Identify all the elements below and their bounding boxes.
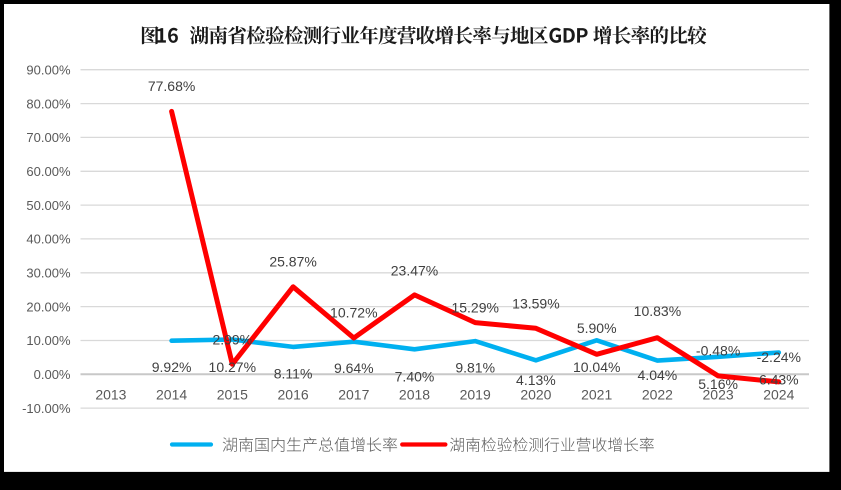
svg-text:2015: 2015 bbox=[217, 387, 248, 403]
svg-text:7.40%: 7.40% bbox=[395, 369, 435, 385]
svg-text:9.64%: 9.64% bbox=[334, 360, 374, 376]
svg-text:10.27%: 10.27% bbox=[209, 359, 256, 375]
svg-text:30.00%: 30.00% bbox=[26, 266, 71, 281]
svg-text:2020: 2020 bbox=[520, 387, 551, 403]
svg-text:10.72%: 10.72% bbox=[330, 305, 377, 321]
svg-text:5.16%: 5.16% bbox=[698, 376, 738, 392]
svg-text:0.00%: 0.00% bbox=[34, 367, 71, 382]
svg-text:2016: 2016 bbox=[278, 387, 309, 403]
svg-text:10.00%: 10.00% bbox=[26, 333, 71, 348]
svg-text:60.00%: 60.00% bbox=[26, 164, 71, 179]
svg-text:90.00%: 90.00% bbox=[26, 62, 71, 77]
svg-text:40.00%: 40.00% bbox=[26, 232, 71, 247]
svg-text:9.92%: 9.92% bbox=[152, 359, 192, 375]
svg-text:77.68%: 77.68% bbox=[148, 78, 195, 94]
svg-text:10.83%: 10.83% bbox=[634, 303, 681, 319]
svg-text:50.00%: 50.00% bbox=[26, 198, 71, 213]
svg-text:2022: 2022 bbox=[642, 387, 673, 403]
svg-text:-2.24%: -2.24% bbox=[757, 349, 801, 365]
svg-text:70.00%: 70.00% bbox=[26, 130, 71, 145]
svg-text:2.99%: 2.99% bbox=[212, 331, 252, 347]
svg-text:2014: 2014 bbox=[156, 387, 187, 403]
svg-text:8.11%: 8.11% bbox=[274, 365, 313, 381]
svg-text:25.87%: 25.87% bbox=[269, 254, 316, 270]
svg-text:4.04%: 4.04% bbox=[638, 367, 678, 383]
svg-text:2021: 2021 bbox=[581, 387, 612, 403]
svg-text:2019: 2019 bbox=[460, 387, 491, 403]
svg-text:-10.00%: -10.00% bbox=[22, 401, 71, 416]
svg-text:5.90%: 5.90% bbox=[577, 320, 617, 336]
svg-text:2013: 2013 bbox=[95, 387, 126, 403]
svg-text:4.13%: 4.13% bbox=[516, 372, 556, 388]
svg-text:15.29%: 15.29% bbox=[451, 299, 498, 315]
svg-text:10.04%: 10.04% bbox=[573, 359, 620, 375]
svg-text:23.47%: 23.47% bbox=[391, 263, 438, 279]
svg-text:6.43%: 6.43% bbox=[759, 371, 799, 387]
svg-text:2018: 2018 bbox=[399, 387, 430, 403]
svg-text:2017: 2017 bbox=[338, 387, 369, 403]
svg-text:20.00%: 20.00% bbox=[26, 299, 71, 314]
svg-text:9.81%: 9.81% bbox=[455, 360, 495, 376]
svg-text:2024: 2024 bbox=[763, 387, 794, 403]
svg-text:80.00%: 80.00% bbox=[26, 96, 71, 111]
svg-text:-0.48%: -0.48% bbox=[696, 343, 740, 359]
svg-text:13.59%: 13.59% bbox=[512, 296, 559, 312]
svg-text:2023: 2023 bbox=[703, 387, 734, 403]
